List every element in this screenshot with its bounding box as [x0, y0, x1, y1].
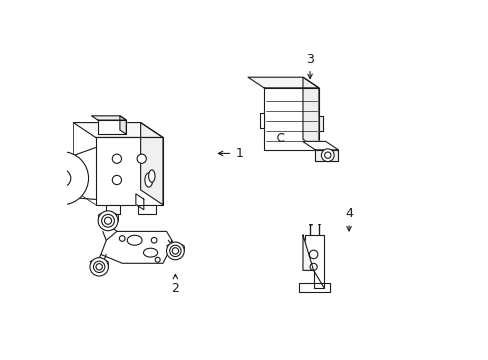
Circle shape	[172, 248, 178, 254]
Circle shape	[169, 245, 181, 257]
Ellipse shape	[143, 248, 157, 257]
Circle shape	[309, 250, 317, 259]
Polygon shape	[303, 235, 313, 270]
Circle shape	[112, 175, 121, 185]
Polygon shape	[120, 116, 126, 134]
Circle shape	[155, 257, 160, 262]
Circle shape	[98, 211, 118, 231]
Circle shape	[119, 236, 125, 241]
Polygon shape	[141, 123, 163, 205]
Polygon shape	[136, 194, 143, 210]
Polygon shape	[264, 88, 318, 150]
Ellipse shape	[144, 173, 152, 187]
Polygon shape	[259, 113, 264, 128]
Text: 2: 2	[171, 274, 179, 294]
Circle shape	[53, 169, 71, 187]
Circle shape	[90, 258, 108, 276]
Polygon shape	[318, 116, 323, 131]
Polygon shape	[247, 77, 318, 88]
Bar	[35, 152, 70, 205]
Polygon shape	[73, 123, 163, 138]
Circle shape	[324, 152, 330, 158]
Circle shape	[112, 154, 121, 163]
Polygon shape	[106, 205, 120, 214]
Polygon shape	[91, 116, 126, 120]
Polygon shape	[304, 235, 324, 288]
Ellipse shape	[148, 170, 155, 182]
Circle shape	[151, 238, 157, 243]
Circle shape	[137, 154, 146, 163]
Polygon shape	[138, 205, 156, 214]
Polygon shape	[101, 231, 171, 263]
Polygon shape	[315, 150, 338, 161]
Circle shape	[93, 261, 104, 273]
Circle shape	[166, 242, 184, 260]
Circle shape	[35, 152, 88, 205]
Polygon shape	[299, 283, 329, 292]
Ellipse shape	[127, 235, 142, 245]
Text: 3: 3	[305, 53, 313, 78]
Polygon shape	[303, 77, 318, 150]
Text: 4: 4	[345, 207, 352, 231]
Circle shape	[102, 215, 114, 227]
Polygon shape	[98, 120, 126, 134]
Circle shape	[104, 217, 111, 224]
Polygon shape	[302, 141, 338, 150]
Text: 1: 1	[218, 147, 243, 160]
Circle shape	[321, 149, 333, 162]
Circle shape	[309, 263, 317, 270]
Circle shape	[96, 264, 102, 270]
Polygon shape	[96, 138, 163, 205]
